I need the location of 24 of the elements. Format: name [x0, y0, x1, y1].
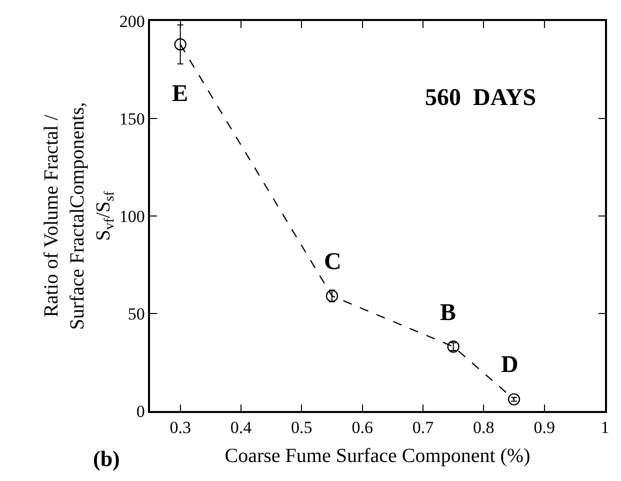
x-tick-label: 0.4	[230, 418, 252, 438]
point	[326, 290, 338, 302]
x-tick-label: 0.3	[170, 418, 191, 438]
y-tick-label: 150	[119, 109, 145, 128]
x-tick-label: 0.6	[352, 418, 373, 438]
annotation: 560 DAYS	[425, 85, 536, 111]
x-tick-label: 1	[600, 418, 610, 438]
annotation: B	[440, 300, 456, 326]
x-tick-label: 0.9	[534, 418, 555, 438]
y-tick-label: 200	[119, 12, 145, 31]
y-tick-label: 100	[119, 206, 145, 226]
y-tick-label: 0	[136, 402, 145, 421]
x-axis-title: Coarse Fume Surface Component (%)	[224, 445, 530, 468]
point	[447, 340, 460, 353]
annotation: D	[501, 352, 518, 378]
point	[174, 38, 186, 50]
point	[508, 393, 520, 406]
text: (b)	[93, 446, 120, 471]
x-tick-label: 0.5	[291, 418, 312, 438]
annotation: C	[324, 249, 342, 275]
x-tick-label: 0.7	[412, 418, 434, 438]
x-tick-label: 0.8	[473, 418, 494, 438]
annotation: E	[172, 81, 188, 107]
y-tick-label: 50	[128, 304, 145, 324]
